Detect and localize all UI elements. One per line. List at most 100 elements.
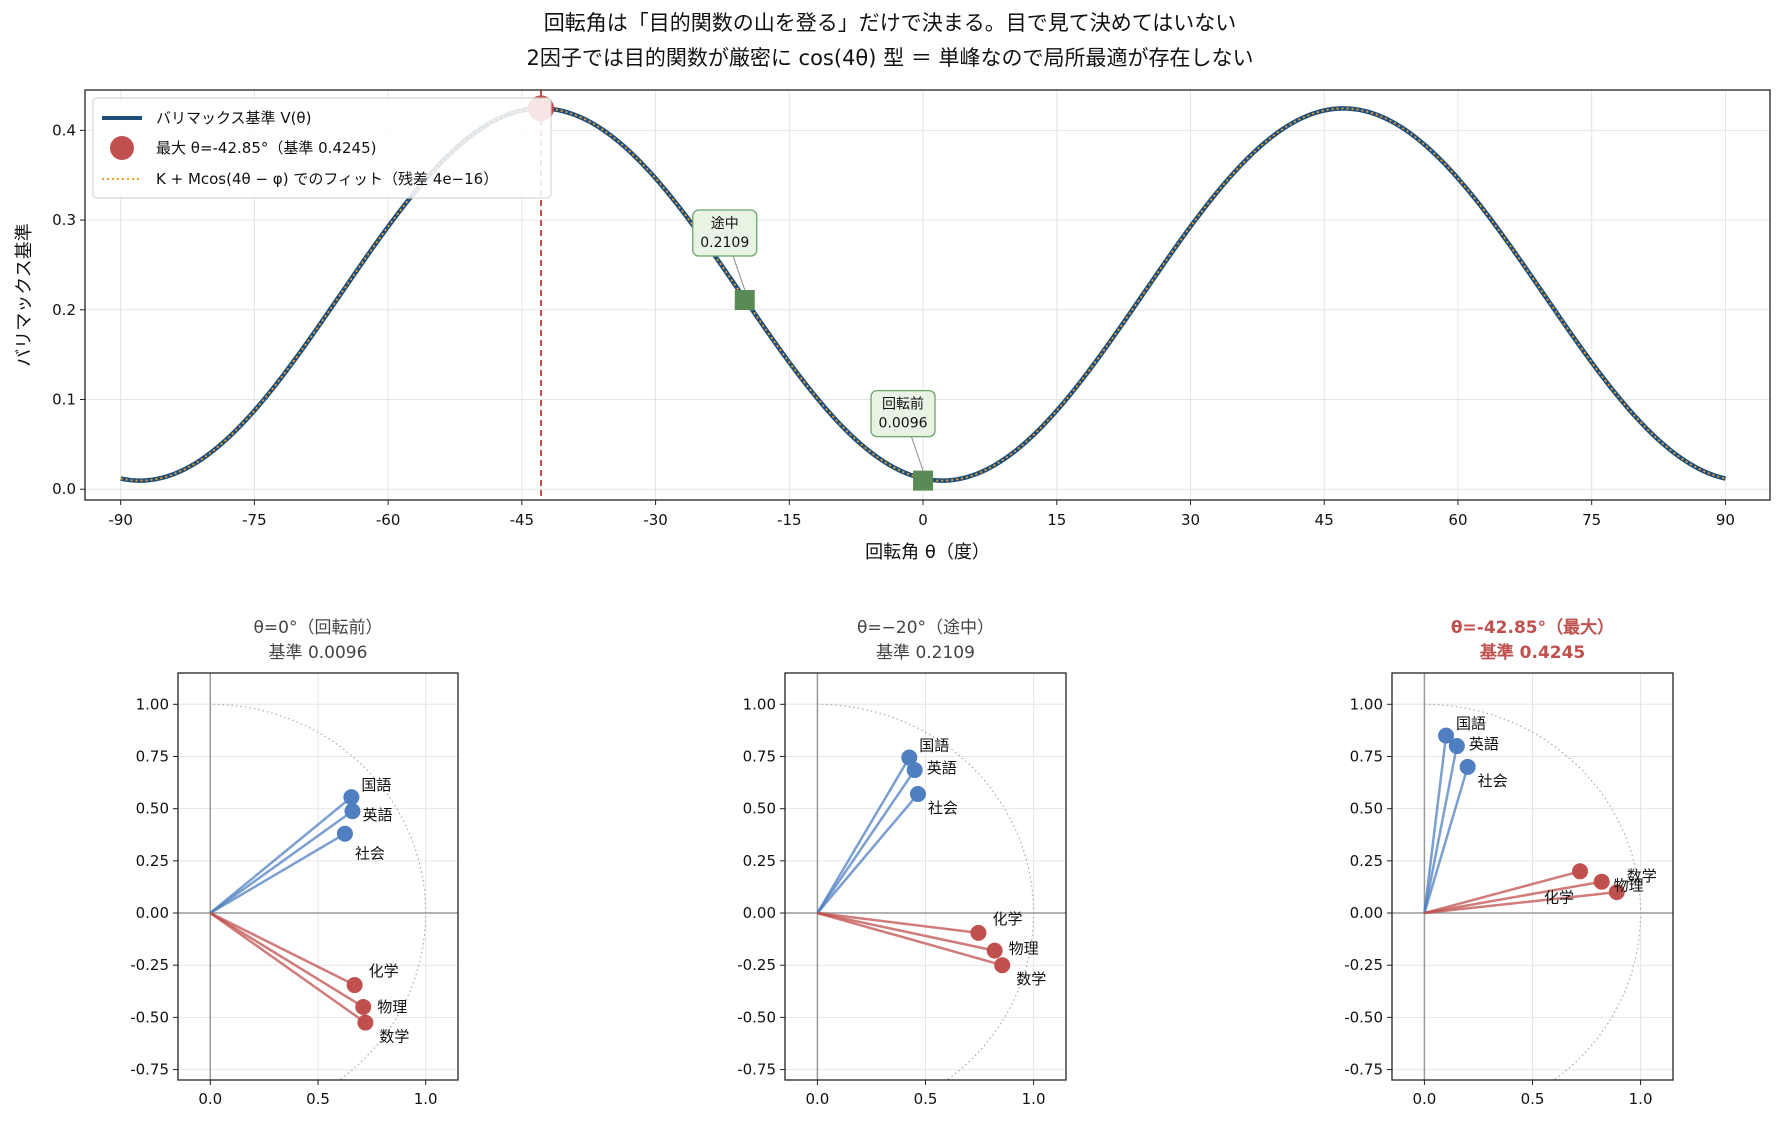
loading-point-label: 社会 [928, 799, 958, 817]
subplot-title-line1: θ=-42.85°（最大） [1451, 617, 1614, 638]
loading-vector [209, 832, 346, 915]
subplot-title-line2: 基準 0.4245 [1479, 642, 1586, 663]
criterion-line-chart: -90 -75 -60 -45 -30 -15 0 15 30 45 60 75 90 0.0 0.1 0.2… [14, 89, 1771, 563]
loading-point-label: 国語 [919, 737, 949, 755]
loading-point [909, 786, 926, 803]
loading-point [346, 977, 363, 994]
annotation-leader [732, 254, 746, 291]
y-tick-label: 0.75 [136, 747, 169, 765]
loading-point [343, 789, 360, 806]
legend-fit-label: K + Mcos(4θ − φ) でのフィット（残差 4e−16） [156, 170, 498, 188]
y-tick-label: 0.75 [743, 747, 776, 765]
loading-point [994, 957, 1011, 974]
annotation-value: 0.2109 [700, 235, 749, 251]
loadings-plot-rotation-20: 0.0 0.5 1.0 -0.75 -0.50 -0.25 0.00 0.25 0.50 0.75… [737, 618, 1067, 1108]
loading-vector [1423, 735, 1448, 914]
plot-frame [1391, 672, 1674, 1081]
loading-vector [209, 911, 356, 987]
state-marker [734, 290, 755, 311]
x-tick-label: 45 [1315, 511, 1334, 529]
x-tick-label: 75 [1582, 511, 1601, 529]
x-tick-label: -30 [643, 511, 668, 529]
legend-criterion-label: バリマックス基準 V(θ) [156, 109, 311, 127]
loading-point [901, 749, 918, 766]
y-tick-label: 1.00 [743, 695, 776, 713]
annotation-leader [910, 435, 924, 471]
subplot-title-line1: θ=−20°（途中） [857, 618, 994, 638]
loading-point [1608, 884, 1625, 901]
x-tick-label: 0.0 [1412, 1090, 1436, 1108]
annotation-box [692, 209, 758, 257]
loading-vector [816, 793, 919, 914]
y-tick-label: -0.75 [1344, 1061, 1383, 1079]
loading-point-label: 化学 [992, 910, 1022, 928]
loading-point [344, 803, 361, 820]
loading-point-label: 英語 [362, 806, 392, 824]
y-tick-label: 0.50 [1350, 800, 1383, 818]
loading-point [970, 924, 987, 941]
x-tick-label: 0.5 [306, 1090, 330, 1108]
loading-point [986, 942, 1003, 959]
loading-vector [209, 911, 364, 1009]
loading-vector [817, 911, 979, 935]
loading-vector [209, 810, 354, 915]
y-tick-label: 0.25 [1350, 852, 1383, 870]
loading-point-label: 国語 [361, 776, 391, 794]
y-tick-label: 0.75 [1350, 747, 1383, 765]
subplot-title-line2: 基準 0.0096 [269, 643, 368, 663]
legend-max-label: 最大 θ=-42.85°（基準 0.4245) [156, 139, 376, 157]
subplot-title-line2: 基準 0.2109 [876, 643, 975, 663]
x-tick-label: -45 [510, 511, 535, 529]
loading-vector [1424, 890, 1617, 915]
loading-point [1572, 863, 1589, 880]
loading-point-label: 化学 [1544, 888, 1574, 906]
y-tick-label: 0.0 [52, 480, 76, 498]
x-tick-label: 0 [918, 511, 928, 529]
annotation-box [870, 389, 936, 438]
x-tick-label: 0.0 [198, 1090, 222, 1108]
y-tick-label: 0.25 [743, 852, 776, 870]
loading-vector [1423, 766, 1469, 914]
loading-point-label: 英語 [1469, 735, 1499, 753]
y-tick-label: -0.25 [1344, 956, 1383, 974]
loadings-plot-rotation-0: 0.0 0.5 1.0 -0.75 -0.50 -0.25 0.00 0.25 0.50 0.75… [130, 618, 459, 1108]
loading-point-label: 数学 [1627, 867, 1657, 885]
loading-point-label: 社会 [1478, 772, 1508, 790]
x-tick-label: -15 [777, 511, 802, 529]
loading-point [906, 762, 923, 779]
y-tick-label: -0.25 [737, 956, 776, 974]
y-tick-label: 0.25 [136, 852, 169, 870]
y-tick-label: 0.50 [136, 800, 169, 818]
loading-vector [209, 912, 367, 1024]
plot-frame [177, 672, 459, 1081]
loading-vector [816, 756, 911, 914]
y-tick-label: 0.50 [743, 800, 776, 818]
loading-vector [817, 911, 995, 952]
figure-title-line1: 回転角は「目的関数の山を登る」だけで決まる。目で見て決めてはいない [544, 11, 1237, 35]
x-tick-label: 15 [1047, 511, 1066, 529]
loading-point-label: 数学 [1016, 970, 1046, 988]
y-tick-label: -0.50 [1344, 1008, 1383, 1026]
x-tick-label: 90 [1716, 511, 1735, 529]
loading-point-label: 化学 [369, 962, 399, 980]
loading-vector [816, 769, 916, 914]
x-tick-label: 30 [1181, 511, 1200, 529]
x-tick-label: 1.0 [1629, 1090, 1653, 1108]
legend: バリマックス基準 V(θ) 最大 θ=-42.85°（基準 0.4245) K + … [92, 97, 552, 199]
x-tick-label: 1.0 [414, 1090, 438, 1108]
y-tick-label: -0.50 [130, 1008, 169, 1026]
subplot-title-line1: θ=0°（回転前） [254, 618, 383, 638]
loading-point-label: 物理 [1614, 877, 1644, 895]
annotation-label: 回転前 [882, 396, 924, 413]
y-tick-label: 1.00 [1350, 695, 1383, 713]
x-tick-label: 0.5 [914, 1090, 938, 1108]
y-tick-label: -0.75 [130, 1061, 169, 1079]
loading-point [1448, 738, 1465, 755]
x-tick-label: -90 [108, 511, 133, 529]
plot-area [785, 673, 1066, 1080]
plot-frame [784, 672, 1067, 1081]
plot-frame [84, 89, 1771, 501]
loading-vector [817, 911, 1003, 967]
loading-point-label: 数学 [379, 1028, 409, 1046]
